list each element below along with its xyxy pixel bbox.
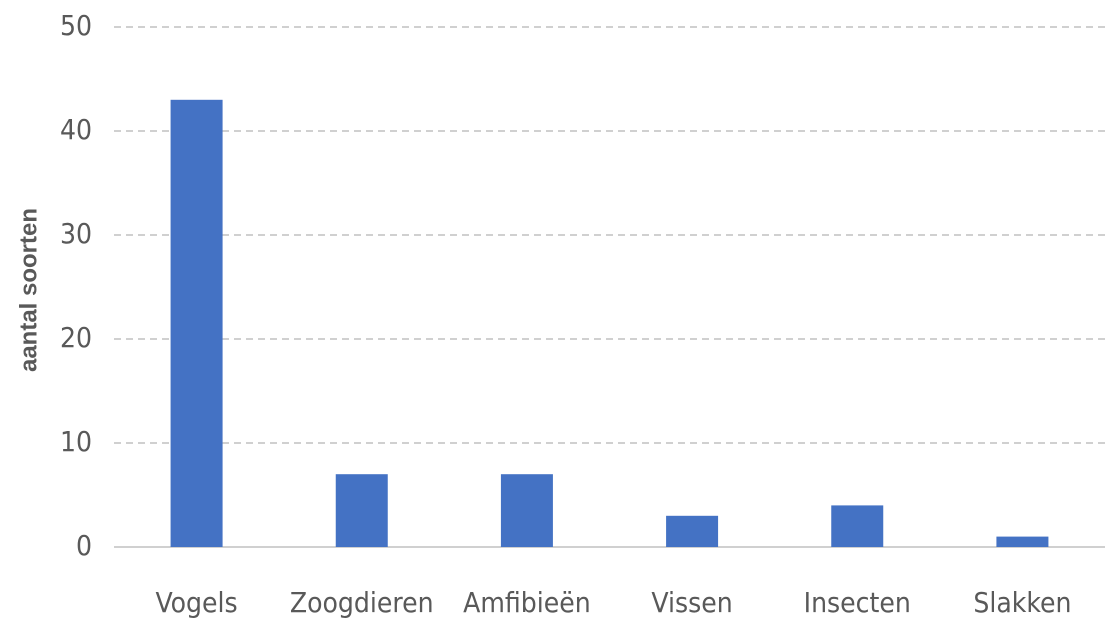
y-tick-label: 50 (60, 9, 92, 42)
y-tick-label: 40 (60, 113, 92, 146)
bar (831, 505, 884, 547)
bar (170, 99, 223, 548)
y-axis-label: aantal soorten (15, 208, 42, 372)
x-tick-label: Vissen (651, 586, 732, 619)
x-tick-label: Zoogdieren (290, 586, 434, 619)
bar (500, 474, 553, 547)
y-tick-label: 30 (60, 217, 92, 250)
x-tick-label: Insecten (804, 586, 911, 619)
bar (666, 515, 719, 547)
x-tick-label: Amfibieën (463, 586, 591, 619)
bar (996, 536, 1049, 547)
x-tick-label: Vogels (156, 586, 238, 619)
x-tick-label: Slakken (973, 586, 1071, 619)
y-tick-label: 10 (60, 425, 92, 458)
y-tick-label: 20 (60, 321, 92, 354)
y-tick-label: 0 (76, 529, 92, 562)
bar (335, 474, 388, 547)
